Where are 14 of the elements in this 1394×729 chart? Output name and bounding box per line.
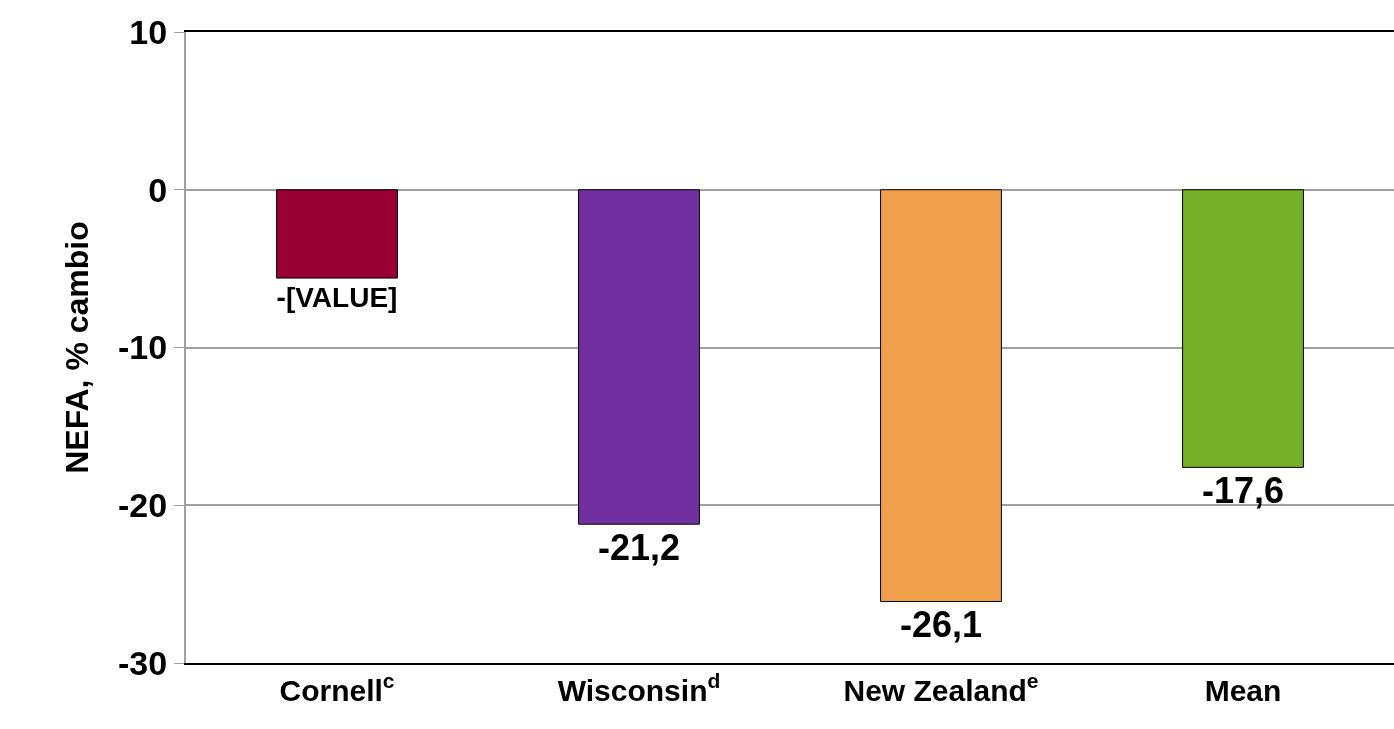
y-tick-label: -30 <box>118 643 168 682</box>
y-tick-label: -20 <box>118 486 168 525</box>
data-label: -26,1 <box>899 604 983 646</box>
x-tick-label: Wisconsin$^{d}$ <box>557 669 721 707</box>
x-tick-label: New Zealand$^{e}$ <box>843 669 1039 707</box>
y-tick-label: -10 <box>118 328 168 367</box>
data-label: -17,6 <box>1201 470 1285 512</box>
y-tick-label: 0 <box>148 170 168 209</box>
y-axis-title: NEFA, % cambio <box>58 221 95 474</box>
data-label: -[VALUE] <box>276 281 398 313</box>
data-label: -21,2 <box>597 527 681 569</box>
x-tick-label: Cornell$^{c}$ <box>279 669 395 707</box>
x-tick-label: Mean <box>1204 674 1282 707</box>
y-tick-label: 10 <box>129 12 168 51</box>
